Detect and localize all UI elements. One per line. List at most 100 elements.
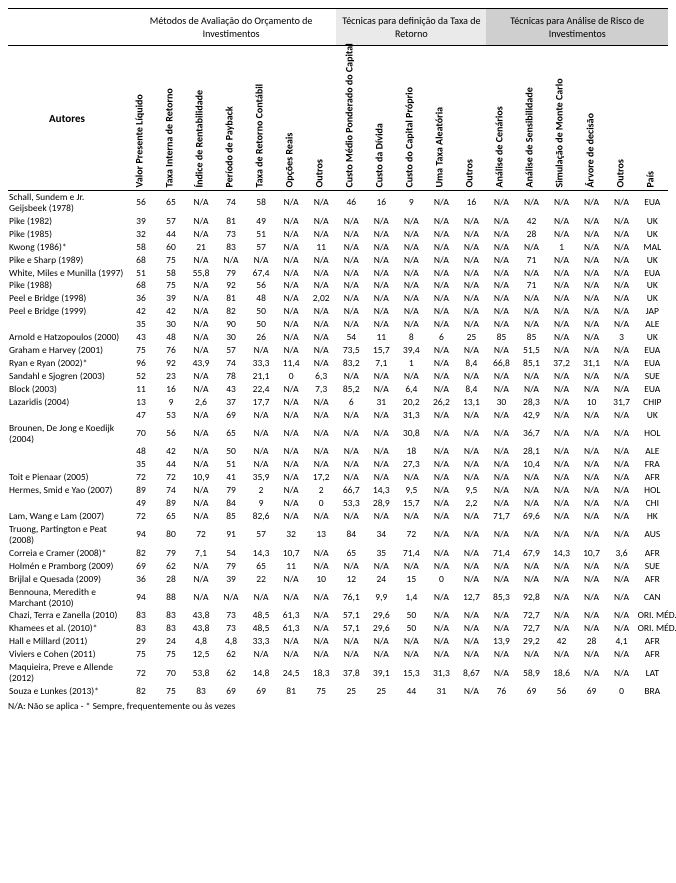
data-cell: JAP	[637, 305, 668, 318]
data-cell: N/A	[276, 471, 306, 484]
data-cell: N/A	[276, 267, 306, 280]
data-cell: 70	[156, 661, 186, 685]
data-cell: N/A	[577, 445, 607, 458]
data-cell: N/A	[607, 609, 637, 622]
author-cell: Pike e Sharp (1989)	[8, 254, 126, 267]
data-cell: N/A	[577, 254, 607, 267]
table-row: Schall, Sundem e Jr. Geijsbeek (1978)566…	[8, 191, 668, 215]
data-cell: UK	[637, 279, 668, 292]
author-cell	[8, 497, 126, 510]
data-cell: N/A	[546, 573, 576, 586]
data-cell: N/A	[366, 648, 396, 661]
data-cell: 30	[486, 396, 516, 409]
data-cell: 54	[216, 547, 246, 560]
data-cell: 6	[336, 396, 366, 409]
data-cell: N/A	[456, 228, 486, 241]
data-cell: 85	[516, 331, 546, 344]
data-cell: 50	[396, 622, 426, 635]
data-cell: N/A	[486, 344, 516, 357]
data-cell: 28,3	[516, 396, 546, 409]
column-header: Árvore de decisão	[577, 46, 607, 191]
data-cell: N/A	[276, 215, 306, 228]
data-cell: N/A	[577, 609, 607, 622]
data-cell: N/A	[607, 383, 637, 396]
data-cell: 9	[246, 497, 276, 510]
data-cell: 4,8	[216, 635, 246, 648]
data-cell: 13,1	[456, 396, 486, 409]
data-cell: 8,4	[456, 383, 486, 396]
data-cell: N/A	[366, 215, 396, 228]
author-cell: Souza e Lunkes (2013)*	[8, 685, 126, 698]
data-cell: N/A	[516, 484, 546, 497]
data-cell: CHIP	[637, 396, 668, 409]
data-cell: N/A	[516, 318, 546, 331]
data-cell: N/A	[336, 254, 366, 267]
data-cell: N/A	[366, 471, 396, 484]
data-cell: 61,3	[276, 622, 306, 635]
data-cell: N/A	[336, 560, 366, 573]
data-cell: N/A	[516, 370, 546, 383]
data-cell: N/A	[486, 279, 516, 292]
data-cell: N/A	[426, 241, 456, 254]
data-cell: N/A	[396, 254, 426, 267]
data-cell: 24	[366, 573, 396, 586]
data-cell: N/A	[486, 458, 516, 471]
data-cell: 58	[156, 267, 186, 280]
data-cell: 10,4	[516, 458, 546, 471]
data-cell: 49	[126, 497, 156, 510]
data-cell: N/A	[607, 318, 637, 331]
table-row: Khamees et al. (2010)*838343,87348,561,3…	[8, 622, 668, 635]
author-cell: Lam, Wang e Lam (2007)	[8, 510, 126, 523]
data-cell: N/A	[186, 344, 216, 357]
data-cell: 35	[126, 458, 156, 471]
data-cell: 21,1	[246, 370, 276, 383]
data-cell: 48	[156, 331, 186, 344]
data-cell: N/A	[516, 560, 546, 573]
data-cell: 18	[396, 445, 426, 458]
data-cell: EUA	[637, 383, 668, 396]
data-cell: 65	[156, 191, 186, 215]
group1-label: Métodos de Avaliação do Orçamento de Inv…	[126, 9, 336, 46]
data-cell: 89	[126, 484, 156, 497]
data-cell: N/A	[486, 622, 516, 635]
data-cell: 73	[216, 609, 246, 622]
data-cell: 71	[516, 279, 546, 292]
data-cell: N/A	[577, 241, 607, 254]
data-cell: N/A	[426, 318, 456, 331]
data-cell: N/A	[486, 383, 516, 396]
data-cell: 12,7	[456, 586, 486, 610]
author-cell: Khamees et al. (2010)*	[8, 622, 126, 635]
data-cell: N/A	[366, 422, 396, 446]
data-cell: 12	[336, 573, 366, 586]
data-cell: N/A	[366, 305, 396, 318]
data-cell: N/A	[396, 370, 426, 383]
data-cell: N/A	[426, 409, 456, 422]
data-cell: N/A	[486, 292, 516, 305]
data-cell: 0	[306, 497, 336, 510]
data-cell: 81	[216, 215, 246, 228]
table-row: Sandahl e Sjogren (2003)5223N/A7821,106,…	[8, 370, 668, 383]
data-cell: 62	[216, 661, 246, 685]
data-cell: 30	[216, 331, 246, 344]
data-cell: N/A	[456, 344, 486, 357]
data-cell: 43,8	[186, 622, 216, 635]
data-cell: 72	[126, 661, 156, 685]
data-cell: N/A	[607, 357, 637, 370]
author-cell: Chazi, Terra e Zanella (2010)	[8, 609, 126, 622]
data-cell: 60	[156, 241, 186, 254]
data-cell: 10,7	[577, 547, 607, 560]
data-cell: 31	[426, 685, 456, 698]
data-cell: 9	[156, 396, 186, 409]
data-cell: 42,9	[516, 409, 546, 422]
data-cell: 35	[126, 318, 156, 331]
data-cell: N/A	[546, 409, 576, 422]
data-cell: 74	[216, 191, 246, 215]
data-cell: N/A	[246, 254, 276, 267]
data-cell: N/A	[486, 318, 516, 331]
data-cell: N/A	[546, 445, 576, 458]
data-cell: 2	[306, 484, 336, 497]
data-cell: MAL	[637, 241, 668, 254]
data-cell: 42	[546, 635, 576, 648]
data-cell: N/A	[216, 586, 246, 610]
data-cell: 8,67	[456, 661, 486, 685]
